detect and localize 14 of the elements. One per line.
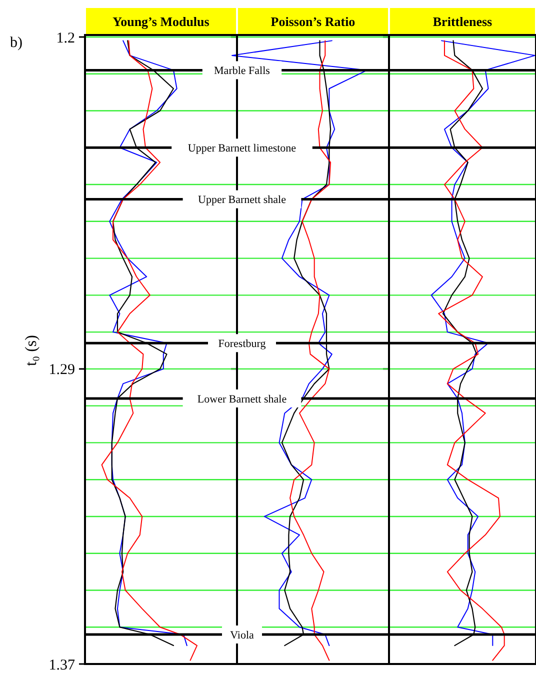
ref-line-label: Forestburg [218, 338, 266, 350]
ref-line-label: Lower Barnett shale [197, 393, 287, 406]
chart-title: Brittleness [432, 14, 492, 29]
y-tick-label: 1.2 [56, 30, 75, 46]
ref-line-label: Marble Falls [214, 65, 270, 78]
ref-line-label: Viola [230, 629, 254, 642]
ref-line-label: Upper Barnett shale [198, 194, 286, 206]
ref-line-label: Upper Barnett limestone [188, 142, 296, 154]
chart-title: Young’s Modulus [112, 14, 210, 29]
chart-title: Poisson’s Ratio [270, 14, 356, 29]
y-tick-label: 1.29 [48, 362, 75, 378]
text: b) [10, 35, 22, 51]
y-axis-title: t₀ (s) [23, 335, 40, 366]
y-tick-label: 1.37 [48, 657, 76, 674]
